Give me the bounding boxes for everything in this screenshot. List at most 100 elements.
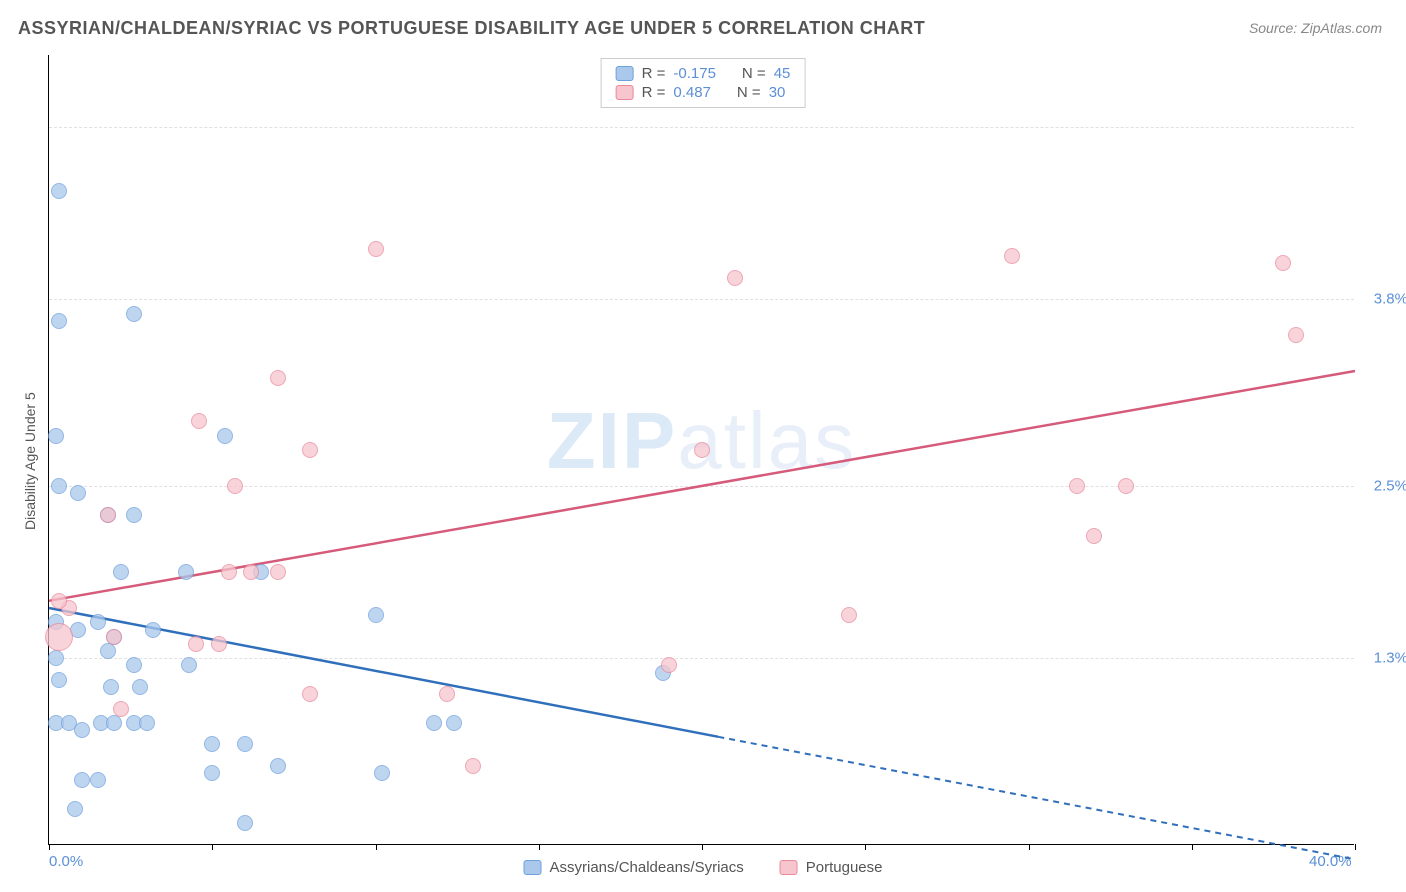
data-point [227, 478, 243, 494]
data-point [106, 715, 122, 731]
data-point [74, 722, 90, 738]
data-point [106, 629, 122, 645]
n-label-0: N = [742, 65, 766, 82]
data-point [51, 183, 67, 199]
data-point [181, 657, 197, 673]
data-point [188, 636, 204, 652]
r-label-1: R = [642, 84, 666, 101]
data-point [368, 607, 384, 623]
data-point [1086, 528, 1102, 544]
gridline-h [49, 486, 1354, 487]
x-tick [1355, 844, 1356, 850]
x-tick-label: 40.0% [1309, 853, 1352, 870]
x-tick [1192, 844, 1193, 850]
n-label-1: N = [737, 84, 761, 101]
data-point [727, 270, 743, 286]
data-point [113, 701, 129, 717]
data-point [1275, 255, 1291, 271]
chart-title: ASSYRIAN/CHALDEAN/SYRIAC VS PORTUGUESE D… [18, 18, 925, 39]
data-point [694, 442, 710, 458]
data-point [439, 686, 455, 702]
x-tick [49, 844, 50, 850]
data-point [446, 715, 462, 731]
x-tick [1029, 844, 1030, 850]
gridline-h [49, 299, 1354, 300]
x-tick [865, 844, 866, 850]
x-tick-label: 0.0% [49, 853, 83, 870]
data-point [74, 772, 90, 788]
x-tick [702, 844, 703, 850]
source-label: Source: ZipAtlas.com [1249, 20, 1382, 36]
legend-swatch-bottom-0 [524, 860, 542, 875]
legend-stats-row-0: R = -0.175 N = 45 [616, 65, 791, 82]
data-point [145, 622, 161, 638]
data-point [270, 564, 286, 580]
data-point [191, 413, 207, 429]
data-point [1288, 327, 1304, 343]
data-point [204, 736, 220, 752]
data-point [48, 428, 64, 444]
legend-item-1: Portuguese [780, 859, 883, 876]
data-point [221, 564, 237, 580]
r-label-0: R = [642, 65, 666, 82]
legend-label-1: Portuguese [806, 859, 883, 876]
r-value-0: -0.175 [673, 65, 716, 82]
data-point [126, 306, 142, 322]
y-tick-label: 2.5% [1374, 477, 1406, 494]
legend-swatch-0 [616, 66, 634, 81]
data-point [100, 507, 116, 523]
data-point [90, 772, 106, 788]
x-tick [212, 844, 213, 850]
y-tick-label: 3.8% [1374, 291, 1406, 308]
y-tick-label: 1.3% [1374, 650, 1406, 667]
n-value-0: 45 [774, 65, 791, 82]
legend-item-0: Assyrians/Chaldeans/Syriacs [524, 859, 744, 876]
data-point [139, 715, 155, 731]
gridline-h [49, 658, 1354, 659]
data-point [237, 736, 253, 752]
data-point [51, 672, 67, 688]
x-tick [376, 844, 377, 850]
data-point [132, 679, 148, 695]
legend-stats: R = -0.175 N = 45 R = 0.487 N = 30 [601, 58, 806, 108]
data-point [217, 428, 233, 444]
data-point [103, 679, 119, 695]
data-point [48, 650, 64, 666]
y-axis-label: Disability Age Under 5 [22, 392, 38, 530]
chart-container: ASSYRIAN/CHALDEAN/SYRIAC VS PORTUGUESE D… [0, 0, 1406, 892]
data-point [204, 765, 220, 781]
data-point [1004, 248, 1020, 264]
data-point [126, 657, 142, 673]
gridline-h [49, 127, 1354, 128]
data-point [426, 715, 442, 731]
legend-label-0: Assyrians/Chaldeans/Syriacs [550, 859, 744, 876]
legend-stats-row-1: R = 0.487 N = 30 [616, 84, 791, 101]
data-point [70, 485, 86, 501]
data-point [1069, 478, 1085, 494]
data-point [1118, 478, 1134, 494]
watermark-zip: ZIP [547, 395, 677, 484]
data-point [178, 564, 194, 580]
data-point [51, 593, 67, 609]
data-point [100, 643, 116, 659]
data-point [67, 801, 83, 817]
data-point [237, 815, 253, 831]
data-point [270, 370, 286, 386]
data-point [45, 623, 73, 651]
data-point [661, 657, 677, 673]
data-point [51, 313, 67, 329]
data-point [368, 241, 384, 257]
data-point [126, 507, 142, 523]
data-point [465, 758, 481, 774]
data-point [270, 758, 286, 774]
plot-area: ZIPatlas 1.3%2.5%3.8%0.0%40.0% [48, 55, 1354, 845]
data-point [243, 564, 259, 580]
watermark: ZIPatlas [547, 394, 856, 486]
data-point [211, 636, 227, 652]
legend-series: Assyrians/Chaldeans/Syriacs Portuguese [524, 859, 883, 876]
data-point [302, 686, 318, 702]
r-value-1: 0.487 [673, 84, 711, 101]
legend-swatch-bottom-1 [780, 860, 798, 875]
legend-swatch-1 [616, 85, 634, 100]
n-value-1: 30 [769, 84, 786, 101]
